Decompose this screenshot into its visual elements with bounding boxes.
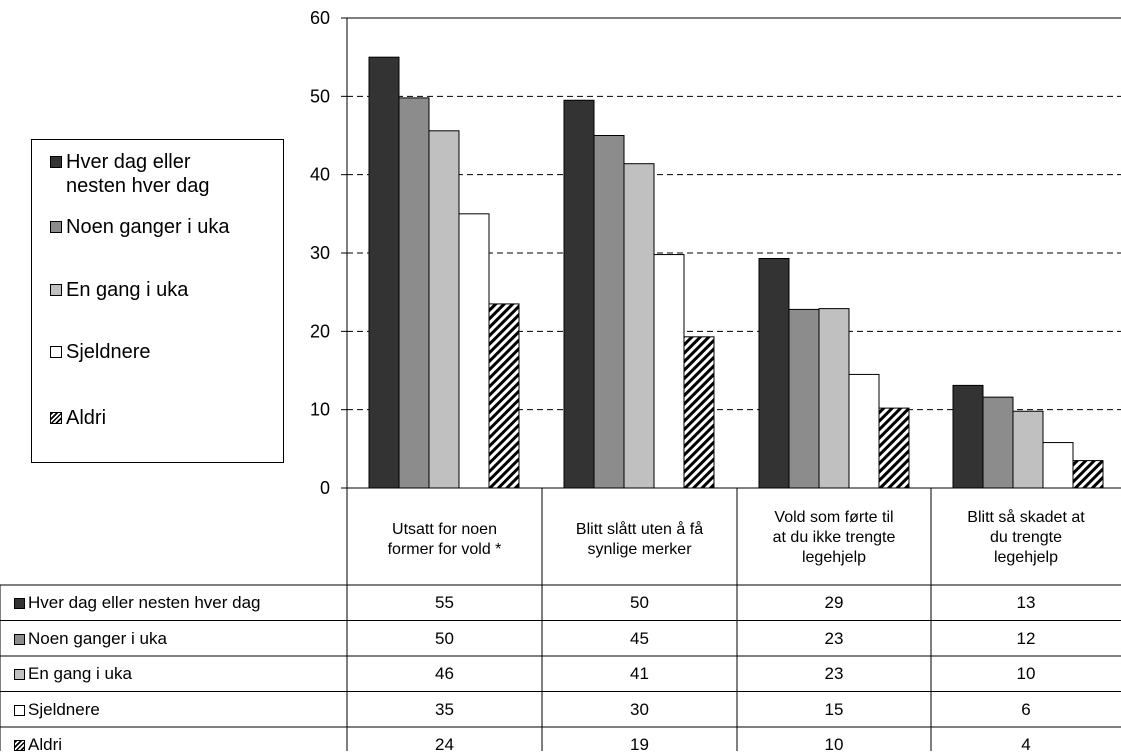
table-cell: 19 [630,735,649,754]
table-cell: 4 [1021,735,1031,754]
y-tick-label: 60 [310,8,330,28]
y-tick-label: 50 [310,86,330,106]
table-cell: 35 [435,699,454,719]
legend-item: Sjeldnere [50,340,151,364]
y-tick-label: 0 [320,478,330,498]
legend-item: Noen ganger i uka [50,215,229,239]
bar [788,308,820,489]
legend-label: Aldri [66,407,107,429]
table-row-label: En gang i uka [14,664,132,684]
table-cell: 41 [630,664,649,683]
table-row-swatch [14,669,25,680]
table-cell: 46 [435,664,454,683]
table-cell: 13 [1016,593,1036,612]
table-row-swatch [14,598,25,609]
table-cell: 30 [630,699,649,719]
table-row-label: Hver dag eller nesten hver dag [14,593,260,613]
legend-label: Hver dag eller nesten hver dag [66,151,210,197]
table-row-name: Aldri [28,735,63,754]
y-tick-label: 30 [310,243,330,263]
table-row-name: Noen ganger i uka [28,628,167,648]
bar [488,303,520,489]
legend-swatch [50,221,62,233]
bar [563,99,595,489]
table-row-name: En gang i uka [28,664,132,683]
category-label: Blitt så skadet at du trengte legehjelp [967,509,1085,566]
bar [1072,460,1104,489]
bar [848,373,880,489]
table-cell: 23 [824,664,844,683]
bar [398,97,430,489]
legend-label: En gang i uka [66,279,189,301]
table-row-label: Aldri [14,735,62,755]
bar [458,213,490,489]
table-cell: 50 [435,628,454,648]
legend: Hver dag eller nesten hver dag Noen gange… [31,139,284,463]
table-row-label: Sjeldnere [14,700,100,720]
table-row-name: Hver dag eller nesten hver dag [28,593,261,612]
bar [368,56,400,489]
table-cell: 50 [630,593,649,612]
bar [653,254,685,489]
table-cell: 55 [435,593,454,612]
legend-item: Hver dag eller nesten hver dag [50,150,209,198]
axes [341,17,348,489]
bar [428,130,460,489]
legend-item: Aldri [50,406,106,430]
table-row-swatch [14,633,25,645]
bars [368,56,1104,489]
bar [818,308,850,489]
data-table-grid [0,487,1121,751]
table-cell: 23 [824,628,844,648]
category-label: Vold som førte til at du ikke trengte le… [772,509,896,566]
bar [1012,410,1044,489]
table-cell: 24 [435,735,454,754]
legend-label: Noen ganger i uka [66,216,230,238]
legend-item: En gang i uka [50,278,188,302]
table-cell: 15 [824,699,844,719]
table-row-label: Noen ganger i uka [14,629,167,649]
legend-swatch [50,156,62,168]
y-tick-labels: 0 10 20 30 40 50 60 [310,8,330,498]
legend-swatch [50,346,62,358]
table-cell: 12 [1016,628,1036,648]
legend-swatch [50,412,62,424]
table-cell: 45 [630,628,649,648]
y-tick-label: 40 [310,165,330,185]
bar [1042,442,1074,489]
table-row-swatch [14,740,25,751]
legend-label: Sjeldnere [66,341,151,363]
table-cell: 10 [1016,664,1036,683]
table-cell: 29 [824,593,844,612]
bar [878,407,910,489]
bar [982,396,1014,489]
table-row-swatch [14,704,25,716]
category-label: Utsatt for noen former for vold * [387,521,502,558]
table-cell: 10 [824,735,844,754]
bar [683,336,715,489]
table-row-name: Sjeldnere [28,699,100,719]
bar [623,163,655,489]
bar [952,384,984,489]
y-tick-label: 10 [310,400,330,420]
table-cell: 6 [1021,699,1031,719]
category-label: Blitt slått uten å få synlige merker [575,521,704,558]
bar [593,135,625,489]
legend-swatch [50,284,62,296]
y-tick-label: 20 [310,321,330,341]
bar [758,257,790,489]
